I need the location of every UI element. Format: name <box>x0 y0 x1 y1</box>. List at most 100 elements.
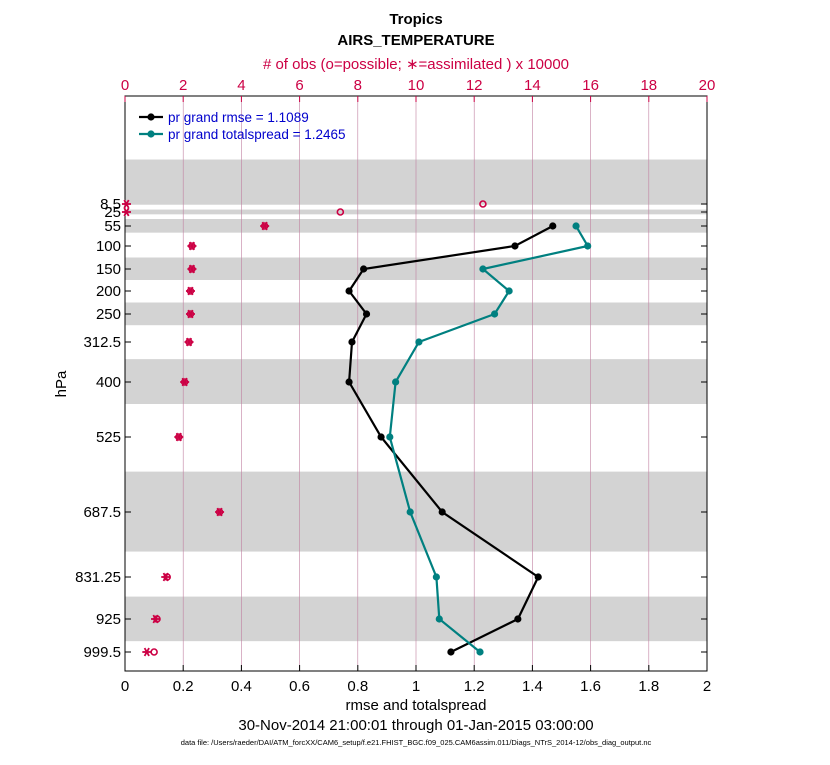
obs-assimilated-marker <box>180 377 190 387</box>
obs-assimilated-stroke <box>216 507 223 517</box>
rmse-point <box>345 378 353 386</box>
rmse-point <box>348 338 356 346</box>
legend-rmse-label: pr grand rmse = 1.1089 <box>168 110 309 125</box>
rmse-point <box>511 242 519 250</box>
y-tick-label: 525 <box>96 429 121 446</box>
obs-assimilated-marker <box>187 264 197 274</box>
obs-assimilated-stroke <box>123 207 130 217</box>
obs-assimilated-stroke <box>188 264 195 274</box>
top-tick-label: 8 <box>354 77 362 94</box>
obs-assimilated-stroke <box>152 614 159 624</box>
x-tick-label: 2 <box>703 678 711 695</box>
totalspread-point <box>406 508 414 516</box>
totalspread-point <box>479 265 487 273</box>
obs-assimilated-marker <box>187 241 197 251</box>
totalspread-point <box>415 338 423 346</box>
totalspread-point <box>435 615 443 623</box>
obs-assimilated-marker <box>121 207 131 217</box>
top-axis-ticks: 0 2 4 6 8 10 12 14 16 18 20 <box>121 77 716 102</box>
rmse-point <box>549 222 557 230</box>
x-tick-label: 0.2 <box>173 678 194 695</box>
chart-title: Tropics <box>389 11 442 28</box>
obs-assimilated-stroke <box>187 286 194 296</box>
y-tick-label: 8.5 <box>100 196 121 213</box>
rmse-point <box>360 265 368 273</box>
top-tick-label: 6 <box>295 77 303 94</box>
legend-spread-label: pr grand totalspread = 1.2465 <box>168 127 346 142</box>
obs-assimilated-stroke <box>188 241 195 251</box>
x-axis-ticks: 0 0.2 0.4 0.6 0.8 1 1.2 1.4 1.6 1.8 2 <box>121 665 711 695</box>
obs-assimilated-marker <box>185 309 195 319</box>
y-tick-label: 400 <box>96 374 121 391</box>
top-tick-label: 10 <box>408 77 425 94</box>
obs-possible-marker <box>336 208 345 216</box>
obs-assimilated-marker <box>142 647 152 657</box>
y-tick-label: 831.25 <box>75 569 121 586</box>
obs-assimilated-stroke <box>185 337 193 347</box>
y-axis-label: hPa <box>53 370 70 397</box>
obs-assimilated-marker <box>185 286 195 296</box>
y-tick-label: 200 <box>96 283 121 300</box>
rmse-point <box>514 615 522 623</box>
top-tick-label: 16 <box>582 77 599 94</box>
obs-possible-marker <box>150 648 158 656</box>
y-tick-label: 25 <box>104 204 121 221</box>
x-tick-label: 1.4 <box>522 678 543 695</box>
top-axis-label: # of obs (o=possible; ∗=assimilated ) x … <box>263 56 569 73</box>
x-tick-label: 1.2 <box>464 678 485 695</box>
x-tick-label: 0.6 <box>289 678 310 695</box>
rmse-point <box>377 433 385 441</box>
obs-possible-marker <box>479 200 487 208</box>
obs-assimilated-marker <box>184 337 194 347</box>
top-tick-label: 18 <box>640 77 657 94</box>
rmse-point <box>362 310 371 318</box>
totalspread-point <box>432 573 440 581</box>
rmse-point <box>534 573 542 581</box>
y-tick-label: 312.5 <box>83 334 121 351</box>
top-tick-label: 2 <box>179 77 187 94</box>
totalspread-point <box>476 648 484 656</box>
top-tick-label: 4 <box>237 77 245 94</box>
obs-assimilated-stroke <box>181 377 188 387</box>
totalspread-line <box>388 225 590 653</box>
date-range: 30-Nov-2014 21:00:01 through 01-Jan-2015… <box>238 717 593 734</box>
legend-spread-marker <box>147 130 155 138</box>
obs-assimilated-marker <box>151 614 161 624</box>
obs-assimilated-marker <box>174 432 184 442</box>
obs-assimilated-stroke <box>175 432 182 442</box>
top-tick-label: 0 <box>121 77 129 94</box>
obs-assimilated-marker <box>260 221 270 231</box>
rmse-point <box>447 648 455 656</box>
legend: pr grand rmse = 1.1089 pr grand totalspr… <box>139 110 346 142</box>
obs-count-markers <box>121 199 487 657</box>
top-tick-label: 20 <box>699 77 716 94</box>
x-tick-label: 1.8 <box>638 678 659 695</box>
top-tick-label: 12 <box>466 77 483 94</box>
y-tick-label: 250 <box>96 306 121 323</box>
obs-assimilated-marker <box>121 199 131 209</box>
x-tick-label: 0.4 <box>231 678 252 695</box>
x-tick-label: 0.8 <box>347 678 368 695</box>
legend-rmse-marker <box>147 113 155 121</box>
x-tick-label: 1 <box>412 678 420 695</box>
obs-assimilated-stroke <box>261 221 268 231</box>
totalspread-point <box>572 222 580 230</box>
obs-assimilated-marker <box>161 572 171 582</box>
obs-assimilated-stroke <box>123 199 130 209</box>
totalspread-point <box>386 433 394 441</box>
y-tick-label: 150 <box>96 261 121 278</box>
series-lines <box>345 222 592 656</box>
totalspread-point <box>392 378 400 386</box>
obs-assimilated-marker <box>215 507 225 517</box>
data-file-path: data file: /Users/raeder/DAI/ATM_forcXX/… <box>181 738 652 747</box>
y-tick-label: 999.5 <box>83 644 121 661</box>
totalspread-point <box>505 287 513 295</box>
totalspread-point <box>490 310 499 318</box>
y-tick-label: 687.5 <box>83 504 121 521</box>
y-tick-label: 55 <box>104 218 121 235</box>
chart-subtitle: AIRS_TEMPERATURE <box>337 32 494 49</box>
rmse-line <box>347 225 554 653</box>
